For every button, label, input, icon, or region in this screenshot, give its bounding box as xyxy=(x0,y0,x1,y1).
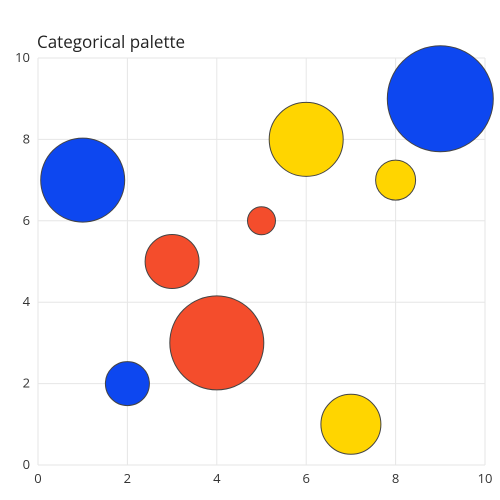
axis-tick-label: 4 xyxy=(213,469,221,487)
axis-tick-label: 0 xyxy=(34,469,41,487)
bubble-point[interactable] xyxy=(269,102,343,176)
bubble-point[interactable] xyxy=(145,235,199,289)
bubble-point[interactable] xyxy=(248,207,276,235)
axis-tick-label: 8 xyxy=(23,129,30,147)
axis-tick-label: 10 xyxy=(15,48,30,66)
chart-svg: 0 2 4 6 8 10 0 2 4 6 8 10 xyxy=(0,0,500,500)
axis-tick-label: 2 xyxy=(124,469,131,487)
bubble-point[interactable] xyxy=(321,394,381,454)
axis-tick-label: 8 xyxy=(392,469,399,487)
bubble-point[interactable] xyxy=(105,362,149,406)
axis-tick-label: 6 xyxy=(23,211,30,229)
bubble-point[interactable] xyxy=(170,296,264,390)
bubble-point[interactable] xyxy=(376,160,416,200)
axis-tick-label: 10 xyxy=(478,469,493,487)
bubble-point[interactable] xyxy=(387,46,493,152)
axis-tick-label: 0 xyxy=(23,455,30,473)
bubble-point[interactable] xyxy=(41,138,125,222)
axis-tick-label: 2 xyxy=(23,374,30,392)
axis-tick-label: 6 xyxy=(302,469,309,487)
axis-tick-label: 4 xyxy=(23,292,31,310)
bubble-chart: Categorical palette 02468100246810 xyxy=(0,0,500,500)
